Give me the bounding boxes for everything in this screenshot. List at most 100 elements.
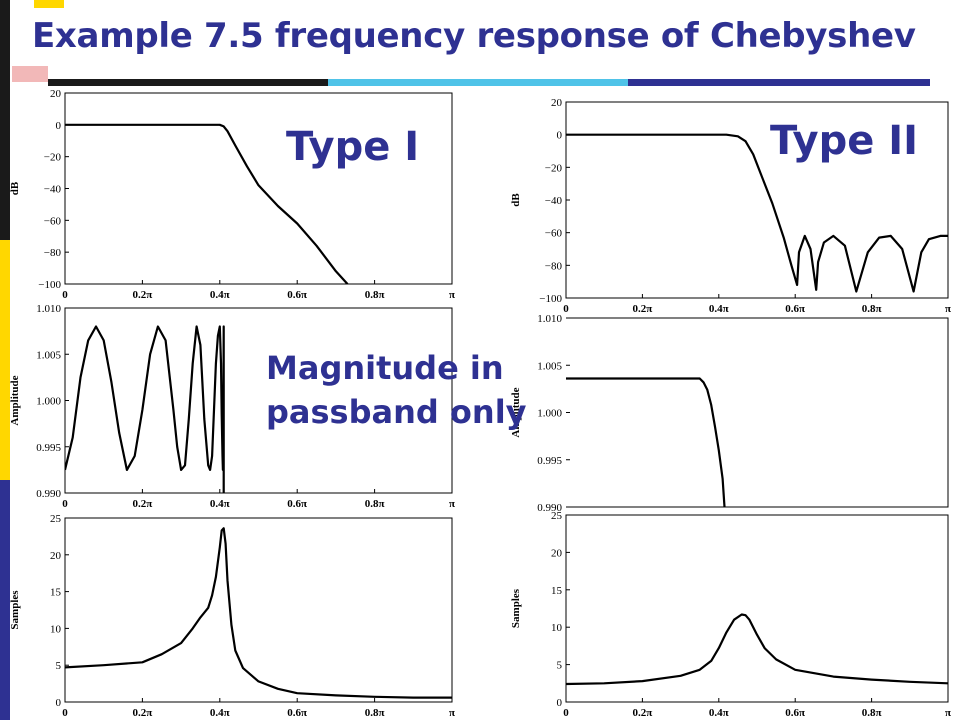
y-axis-label: Samples: [510, 588, 522, 628]
passband-note: Magnitude in passband only: [266, 346, 527, 434]
x-tick-label: 0.6π: [287, 289, 307, 301]
slide-title: Example 7.5 frequency response of Chebys…: [32, 16, 916, 56]
x-tick-label: 0.2π: [633, 707, 653, 719]
plot-type1-group-delay: 0 5 10 15 20 25 0 0.2π 0.4π 0.6π 0.8π π Samples: [9, 513, 455, 719]
y-tick-label: 0.995: [36, 442, 61, 454]
x-tick-label: π: [449, 707, 455, 719]
y-tick-label: −80: [44, 247, 62, 259]
y-tick-label: 0.995: [537, 455, 562, 467]
y-tick-label: 20: [50, 88, 62, 100]
plot-type2-group-delay: 0 5 10 15 20 25 0 0.2π 0.4π 0.6π 0.8π π Samples: [510, 510, 951, 719]
x-tick-label: 0.2π: [133, 289, 153, 301]
y-tick-label: 25: [551, 510, 563, 522]
y-tick-label: 0.990: [36, 488, 61, 500]
x-tick-label: π: [945, 707, 951, 719]
y-tick-label: 0: [557, 130, 563, 142]
x-tick-label: 0.6π: [785, 303, 805, 315]
y-tick-label: 20: [551, 97, 563, 109]
y-tick-label: 10: [551, 622, 563, 634]
accent-square-yellow: [34, 0, 64, 8]
series-line: [65, 325, 225, 493]
y-tick-label: 0: [56, 697, 62, 709]
x-tick-label: 0.4π: [210, 289, 230, 301]
y-axis-label: dB: [9, 181, 21, 195]
x-tick-label: 0.4π: [210, 498, 230, 510]
x-tick-label: 0.8π: [365, 707, 385, 719]
y-tick-label: 15: [551, 585, 563, 597]
y-tick-label: 10: [50, 623, 62, 635]
x-tick-label: π: [449, 289, 455, 301]
y-tick-label: 1.010: [36, 303, 61, 315]
y-tick-label: 20: [50, 550, 62, 562]
x-tick-label: 0.2π: [133, 707, 153, 719]
accent-line-blue: [628, 79, 930, 86]
accent-bar-left-black: [0, 0, 10, 240]
x-tick-label: 0.8π: [365, 289, 385, 301]
y-tick-label: −40: [44, 184, 62, 196]
y-tick-label: −100: [539, 293, 562, 305]
x-tick-label: 0.8π: [862, 707, 882, 719]
plot-type2-passband: 1.010 1.005 1.000 0.995 0.990 Amplitude: [510, 313, 949, 514]
passband-note-line2: passband only: [266, 393, 527, 431]
y-tick-label: 0: [56, 120, 62, 132]
plot-frame: [64, 517, 453, 703]
y-tick-label: −60: [44, 215, 62, 227]
series-line: [566, 613, 948, 686]
y-tick-label: −20: [545, 162, 563, 174]
y-tick-label: 1.000: [537, 408, 562, 420]
y-axis-label: Samples: [9, 590, 21, 630]
y-tick-label: −80: [545, 260, 563, 272]
x-tick-label: 0: [62, 498, 68, 510]
x-tick-label: 0.6π: [287, 707, 307, 719]
y-axis-label: Amplitude: [9, 375, 21, 425]
y-tick-label: 25: [50, 513, 62, 525]
y-tick-label: 20: [551, 547, 563, 559]
accent-bar-left-yellow: [0, 240, 10, 480]
y-tick-label: −20: [44, 152, 62, 164]
y-tick-label: 0: [557, 697, 563, 709]
x-tick-label: 0.2π: [633, 303, 653, 315]
y-tick-label: 1.005: [36, 349, 61, 361]
type2-label: Type II: [770, 118, 919, 164]
y-tick-label: −60: [545, 228, 563, 240]
passband-note-line1: Magnitude in: [266, 349, 504, 387]
accent-square-red: [12, 66, 48, 82]
x-tick-label: 0.8π: [365, 498, 385, 510]
y-tick-label: −100: [38, 279, 61, 291]
x-tick-label: π: [945, 303, 951, 315]
series-line: [566, 377, 726, 507]
accent-bar-left-blue: [0, 480, 10, 720]
x-tick-label: 0: [62, 707, 68, 719]
x-tick-label: 0: [62, 289, 68, 301]
x-tick-label: 0: [563, 303, 569, 315]
y-tick-label: 0.990: [537, 502, 562, 514]
x-tick-label: 0.6π: [287, 498, 307, 510]
y-tick-label: −40: [545, 195, 563, 207]
y-axis-label: dB: [510, 193, 522, 207]
x-tick-label: 0.6π: [785, 707, 805, 719]
y-axis-label: Amplitude: [510, 387, 522, 437]
y-tick-label: 15: [50, 587, 62, 599]
series-line: [566, 133, 948, 293]
accent-line-black: [48, 79, 328, 86]
plot-frame: [565, 317, 949, 508]
x-tick-label: 0.8π: [862, 303, 882, 315]
y-tick-label: 5: [56, 660, 62, 672]
y-tick-label: 1.010: [537, 313, 562, 325]
y-tick-label: 1.000: [36, 396, 61, 408]
series-line: [65, 527, 452, 699]
plot-frame: [565, 514, 949, 703]
plot-frame: [64, 92, 453, 285]
y-tick-label: 1.005: [537, 360, 562, 372]
x-tick-label: 0: [563, 707, 569, 719]
x-tick-label: 0.4π: [709, 303, 729, 315]
x-tick-label: π: [449, 498, 455, 510]
y-tick-label: 5: [557, 660, 563, 672]
x-tick-label: 0.2π: [133, 498, 153, 510]
accent-line-cyan: [328, 79, 628, 86]
type1-label: Type I: [286, 124, 420, 170]
